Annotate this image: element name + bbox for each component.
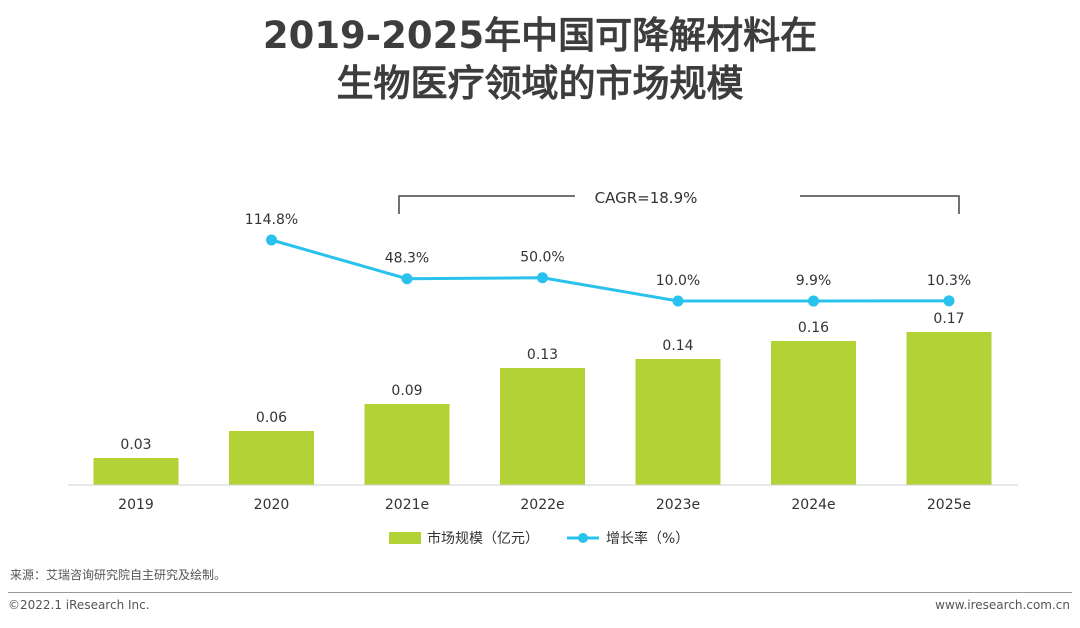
cagr-bracket-right (800, 195, 960, 214)
x-tick-2021e: 2021e (385, 497, 429, 513)
bars-layer (93, 332, 992, 485)
title-line-1: 2019-2025年中国可降解材料在 (262, 14, 818, 57)
bar-value-label-2019: 0.03 (120, 437, 151, 453)
growth-point-2022e (537, 272, 548, 284)
x-tick-2023e: 2023e (656, 497, 700, 513)
source-note: 来源：艾瑞咨询研究院自主研究及绘制。 (10, 568, 227, 582)
x-tick-2020: 2020 (254, 497, 290, 513)
growth-line-layer: 114.8% 48.3% 50.0% 10.0% 9.9% 10.3% (245, 212, 971, 307)
bar-value-label-2022e: 0.13 (527, 347, 558, 363)
cagr-bracket: CAGR=18.9% (398, 189, 960, 214)
growth-label-2022e: 50.0% (520, 250, 564, 266)
x-tick-labels: 2019 2020 2021e 2022e 2023e 2024e 2025e (118, 497, 971, 513)
growth-label-2020: 114.8% (245, 212, 298, 228)
bar-2024e (771, 341, 856, 485)
x-tick-2022e: 2022e (520, 497, 564, 513)
legend-bar-swatch (389, 532, 421, 544)
bar-2023e (635, 359, 721, 485)
market-size-chart: 0.03 0.06 0.09 0.13 0.14 0.16 0.17 2019 2020 202… (68, 189, 1018, 547)
growth-point-2021e (401, 273, 413, 285)
bar-value-label-2020: 0.06 (256, 410, 287, 426)
bar-2021e (364, 404, 450, 485)
legend-bar-label: 市场规模（亿元） (427, 530, 539, 547)
bar-2020 (229, 431, 314, 485)
bar-value-label-2023e: 0.14 (662, 338, 693, 354)
bar-labels-layer: 0.03 0.06 0.09 0.13 0.14 0.16 0.17 (120, 311, 964, 453)
growth-label-2021e: 48.3% (385, 251, 429, 267)
title-line-2: 生物医疗领域的市场规模 (336, 62, 744, 105)
x-tick-2024e: 2024e (791, 497, 835, 513)
bar-2019 (93, 458, 179, 485)
website-link[interactable]: www.iresearch.com.cn (935, 598, 1070, 612)
growth-rate-line (271, 238, 950, 303)
legend: 市场规模（亿元） 增长率（%） (389, 530, 689, 547)
legend-line-label: 增长率（%） (606, 530, 689, 547)
legend-line-marker (578, 533, 588, 543)
bar-value-label-2021e: 0.09 (391, 383, 422, 399)
growth-label-2023e: 10.0% (656, 273, 700, 289)
growth-point-2020 (266, 234, 277, 246)
growth-label-2025e: 10.3% (927, 273, 971, 289)
bar-value-label-2025e: 0.17 (933, 311, 964, 327)
copyright: ©2022.1 iResearch Inc. (8, 598, 150, 612)
x-tick-2025e: 2025e (927, 497, 971, 513)
growth-point-2023e (672, 295, 684, 307)
growth-point-2024e (808, 295, 819, 307)
growth-point-2025e (943, 295, 955, 307)
bar-value-label-2024e: 0.16 (798, 320, 829, 336)
chart-title: 2019-2025年中国可降解材料在 生物医疗领域的市场规模 (0, 12, 1080, 108)
footer-divider (8, 592, 1072, 593)
bar-2025e (906, 332, 992, 485)
bar-2022e (500, 368, 585, 485)
cagr-label: CAGR=18.9% (595, 189, 698, 207)
cagr-bracket-left (398, 195, 575, 214)
x-tick-2019: 2019 (118, 497, 154, 513)
growth-label-2024e: 9.9% (796, 273, 832, 289)
